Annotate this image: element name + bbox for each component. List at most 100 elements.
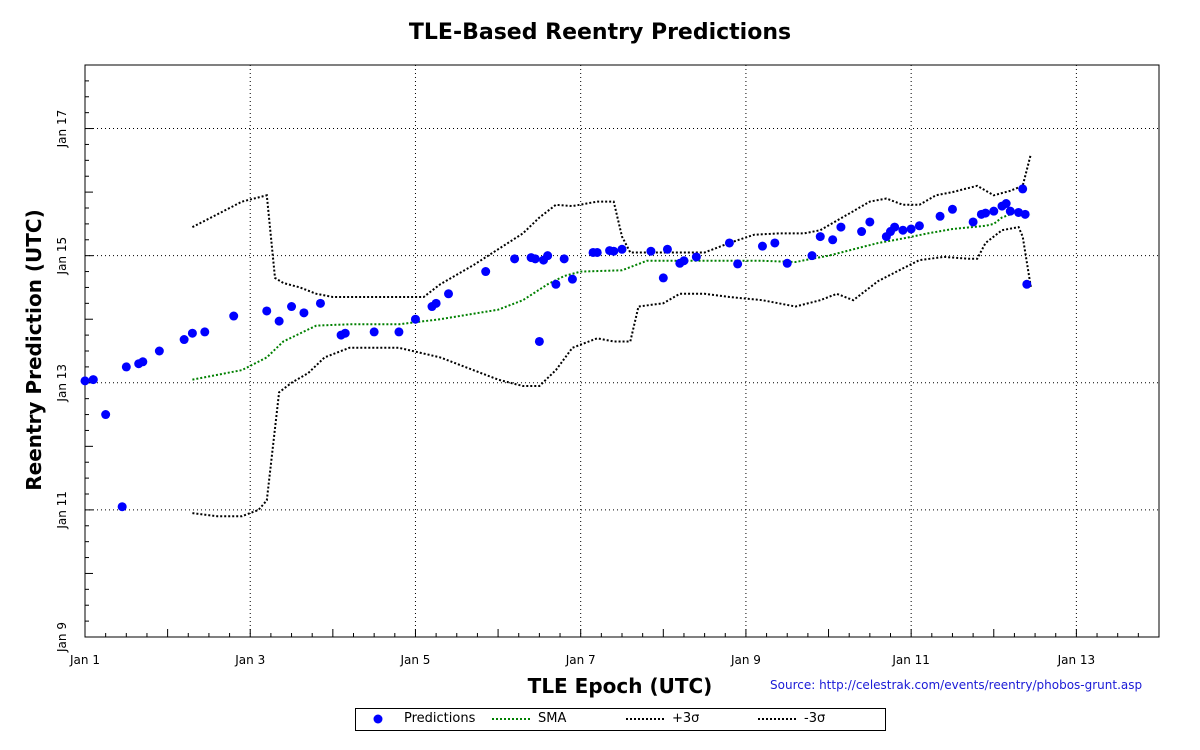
prediction-point xyxy=(410,314,420,324)
prediction-point xyxy=(340,328,350,338)
prediction-point xyxy=(121,362,131,372)
prediction-point xyxy=(646,246,656,256)
prediction-point xyxy=(947,204,957,214)
legend-swatch-sma xyxy=(492,718,532,720)
y-tick-labels: Jan 9 Jan 11 Jan 13 Jan 15 Jan 17 xyxy=(55,110,69,653)
prediction-point xyxy=(658,273,668,283)
series-line-minus-3sigma xyxy=(192,225,1032,518)
prediction-point xyxy=(179,335,189,345)
prediction-point xyxy=(530,254,540,264)
prediction-point xyxy=(836,222,846,232)
x-tick-label: Jan 13 xyxy=(1057,653,1096,667)
prediction-point xyxy=(935,211,945,221)
prediction-point xyxy=(200,327,210,337)
prediction-point xyxy=(101,410,111,420)
x-tick-label: Jan 5 xyxy=(399,653,430,667)
prediction-point xyxy=(724,238,734,248)
prediction-point xyxy=(890,222,900,232)
prediction-point xyxy=(865,217,875,227)
prediction-point xyxy=(733,259,743,269)
y-tick-label: Jan 11 xyxy=(55,491,69,530)
prediction-point xyxy=(968,217,978,227)
y-tick-label: Jan 13 xyxy=(55,364,69,403)
prediction-point xyxy=(1018,184,1028,194)
legend-item-predictions: Predictions xyxy=(370,709,490,730)
legend-label-predictions: Predictions xyxy=(404,711,476,726)
prediction-point xyxy=(551,279,561,289)
series-line-sma xyxy=(192,210,1032,381)
prediction-point xyxy=(1020,209,1030,219)
y-tick-label: Jan 17 xyxy=(55,110,69,149)
prediction-point xyxy=(274,316,284,326)
x-tick-label: Jan 3 xyxy=(234,653,265,667)
prediction-point xyxy=(369,327,379,337)
legend-item-minus3sigma: -3σ xyxy=(756,709,876,730)
x-tick-labels: Jan 1 Jan 3 Jan 5 Jan 7 Jan 9 Jan 11 Jan 13 xyxy=(69,653,1095,667)
prediction-point xyxy=(534,336,544,346)
source-credit: Source: http://celestrak.com/events/reen… xyxy=(770,678,1143,692)
prediction-point xyxy=(88,375,98,385)
prediction-point xyxy=(981,208,991,218)
prediction-point xyxy=(989,206,999,216)
x-tick-label: Jan 9 xyxy=(730,653,761,667)
prediction-point xyxy=(229,311,239,321)
prediction-point xyxy=(315,298,325,308)
prediction-point xyxy=(1022,279,1032,289)
prediction-point xyxy=(906,224,916,234)
x-axis-label: TLE Epoch (UTC) xyxy=(527,674,713,698)
prediction-point xyxy=(757,241,767,251)
prediction-point xyxy=(679,256,689,266)
prediction-point xyxy=(807,251,817,261)
series-lines xyxy=(191,153,1032,518)
legend-swatch-minus3sigma xyxy=(758,718,798,720)
minor-ticks xyxy=(84,64,1160,638)
prediction-point xyxy=(299,308,309,318)
prediction-point xyxy=(559,254,569,264)
prediction-point xyxy=(262,306,272,316)
y-tick-label: Jan 9 xyxy=(55,622,69,653)
prediction-point xyxy=(481,267,491,277)
prediction-point xyxy=(609,246,619,256)
prediction-point xyxy=(567,274,577,284)
prediction-point xyxy=(444,289,454,299)
y-axis-label: Reentry Prediction (UTC) xyxy=(22,209,46,491)
prediction-point xyxy=(287,302,297,312)
x-tick-label: Jan 1 xyxy=(69,653,100,667)
x-tick-label: Jan 11 xyxy=(891,653,930,667)
legend-label-plus3sigma: +3σ xyxy=(672,711,700,726)
prediction-point xyxy=(770,238,780,248)
prediction-point xyxy=(138,357,148,367)
chart-legend: Predictions SMA +3σ -3σ xyxy=(355,708,886,731)
legend-item-sma: SMA xyxy=(490,709,610,730)
prediction-point xyxy=(815,232,825,242)
prediction-point xyxy=(117,502,127,512)
chart-title: TLE-Based Reentry Predictions xyxy=(408,20,792,45)
x-tick-label: Jan 7 xyxy=(565,653,596,667)
prediction-point xyxy=(592,247,602,257)
series-line-plus-3sigma xyxy=(191,153,1032,298)
prediction-point xyxy=(510,254,520,264)
prediction-point xyxy=(617,244,627,254)
legend-label-minus3sigma: -3σ xyxy=(804,711,826,726)
prediction-point xyxy=(187,328,197,338)
prediction-point xyxy=(543,251,553,261)
legend-swatch-plus3sigma xyxy=(626,718,666,720)
legend-swatch-predictions xyxy=(373,714,383,724)
prediction-point xyxy=(431,298,441,308)
series-points xyxy=(80,184,1032,512)
plot-frame xyxy=(84,64,1160,638)
prediction-point xyxy=(691,252,701,262)
prediction-point xyxy=(662,244,672,254)
prediction-point xyxy=(898,225,908,235)
prediction-point xyxy=(394,327,404,337)
legend-label-sma: SMA xyxy=(538,711,567,726)
prediction-point xyxy=(857,227,867,237)
prediction-point xyxy=(914,221,924,231)
prediction-point xyxy=(80,376,90,386)
grid-layer xyxy=(84,65,1159,638)
legend-item-plus3sigma: +3σ xyxy=(624,709,744,730)
prediction-point xyxy=(154,346,164,356)
prediction-point xyxy=(828,235,838,245)
